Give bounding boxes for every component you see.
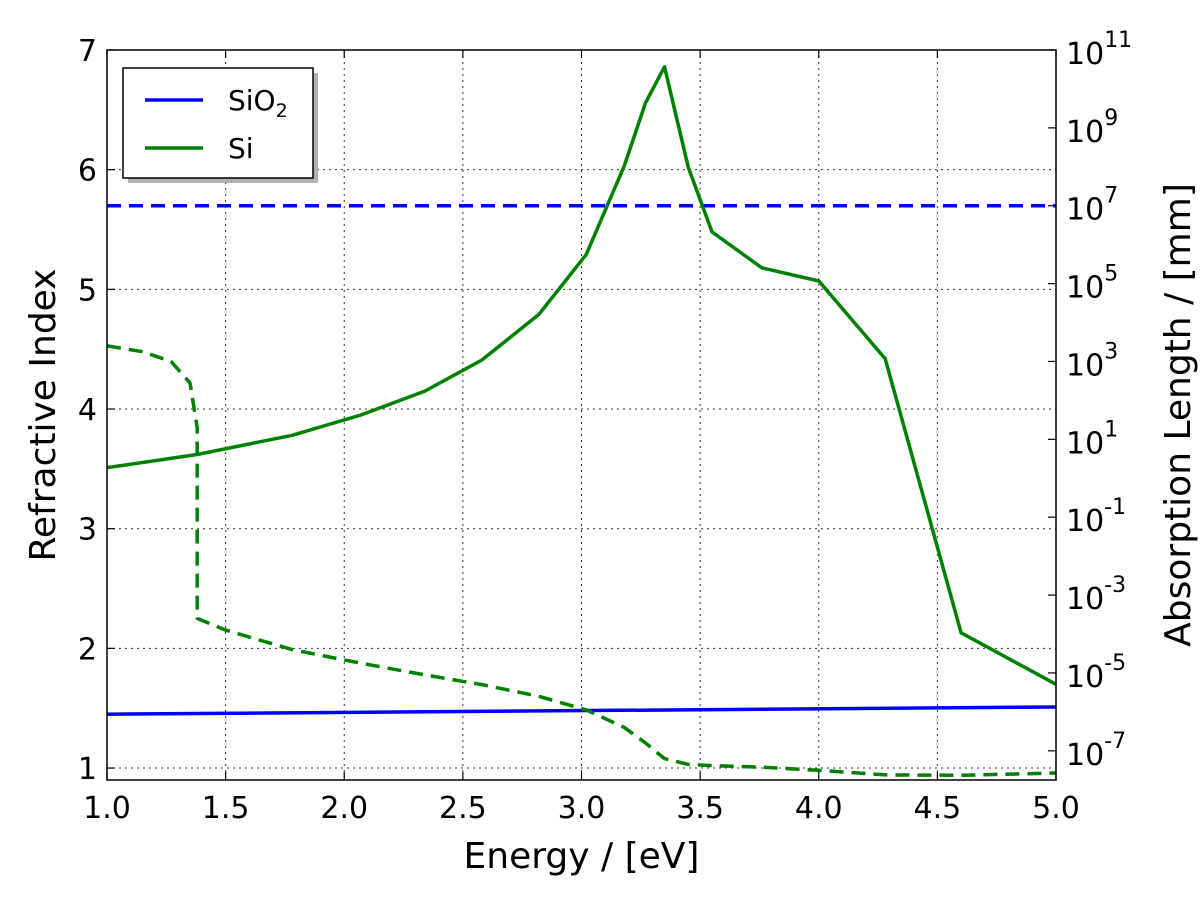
x-tick-label: 4.0 <box>795 791 843 826</box>
series-line-sio2-refractive-index <box>107 705 1056 716</box>
x-tick-label: 5.0 <box>1032 791 1080 826</box>
legend-label: SiO2 <box>228 84 288 122</box>
x-tick-label: 3.0 <box>558 791 606 826</box>
y2-axis-title: Absorption Length / [mm] <box>1158 183 1199 647</box>
y-tick-label: 3 <box>78 513 97 548</box>
x-axis-title: Energy / [eV] <box>464 836 700 877</box>
y2-tick-label: 1011 <box>1066 28 1132 72</box>
y-tick-label: 7 <box>78 34 97 69</box>
y2-tick-label: 10-5 <box>1066 651 1126 695</box>
x-tick-label: 2.0 <box>320 791 368 826</box>
x-tick-label: 3.5 <box>676 791 724 826</box>
y2-tick-label: 105 <box>1066 262 1118 306</box>
y2-tick-label: 103 <box>1066 339 1118 383</box>
y2-tick-label: 101 <box>1066 417 1118 461</box>
y-tick-label: 4 <box>78 393 97 428</box>
y2-tick-label: 10-7 <box>1066 729 1126 773</box>
plot-series <box>107 65 1056 778</box>
x-tick-label: 4.5 <box>914 791 962 826</box>
legend: SiO2 Si <box>122 67 318 183</box>
y-axis-title: Refractive Index <box>23 269 64 562</box>
y-tick-label: 6 <box>78 154 97 189</box>
x-tick-label: 1.0 <box>83 791 131 826</box>
x-tick-label: 1.5 <box>202 791 250 826</box>
legend-label: Si <box>228 132 254 165</box>
legend-box <box>122 67 314 179</box>
y-tick-label: 2 <box>78 632 97 667</box>
series-line-si-refractive-index <box>107 65 1056 686</box>
y-tick-label: 1 <box>78 752 97 787</box>
y2-tick-label: 10-1 <box>1066 495 1126 539</box>
axis-ticks: 1.0 1.5 2.0 2.5 3.0 3.5 4.0 4.5 5.0 1 2 3 4 5 6 7 1011 10… <box>78 28 1132 826</box>
y2-tick-label: 107 <box>1066 184 1118 228</box>
x-tick-label: 2.5 <box>439 791 487 826</box>
y2-tick-label: 10-3 <box>1066 573 1126 617</box>
y2-tick-label: 109 <box>1066 106 1118 150</box>
y-tick-label: 5 <box>78 273 97 308</box>
